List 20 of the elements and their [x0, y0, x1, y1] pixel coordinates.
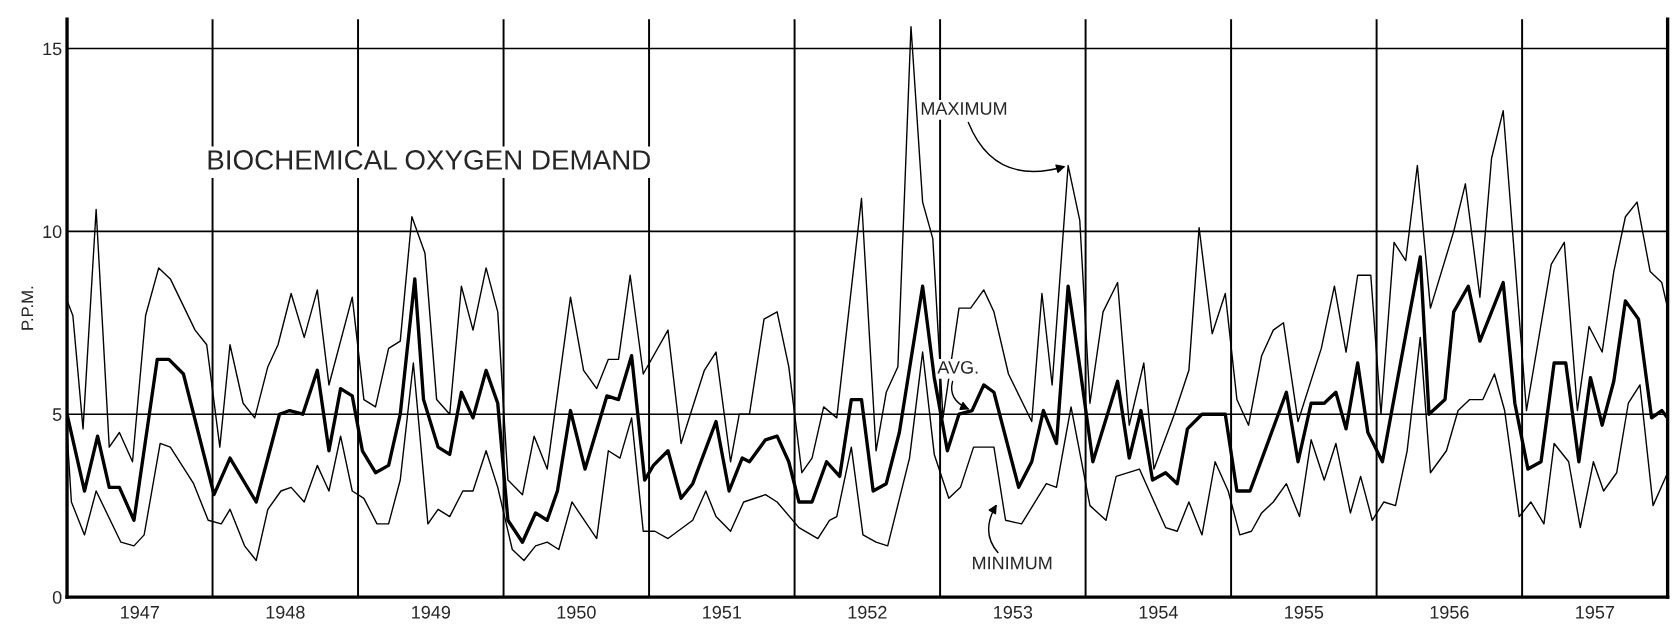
annotation: MINIMUM [973, 556, 1052, 570]
text: BIOCHEMICAL OXYGEN DEMAND [208, 150, 650, 170]
y-tick-label: 5 [52, 408, 62, 421]
x-tick-label: 1954 [1139, 605, 1178, 619]
y-axis-title: P.P.M. [21, 286, 34, 330]
x-tick-label: 1957 [1576, 605, 1615, 619]
x-tick-label: 1950 [557, 605, 596, 619]
x-tick-label: 1949 [412, 605, 451, 619]
y-tick-label: 15 [43, 42, 62, 56]
x-tick-label: 1956 [1430, 605, 1469, 619]
x-tick-label: 1952 [848, 605, 887, 619]
annotation: AVG. [937, 360, 978, 374]
x-tick-label: 1947 [121, 605, 159, 619]
x-tick-label: 1955 [1285, 605, 1324, 619]
annotation: MAXIMUM [921, 102, 1007, 115]
x-tick-label: 1953 [994, 605, 1033, 619]
x-tick-label: 1948 [266, 605, 305, 619]
y-tick-label: 10 [43, 225, 62, 239]
x-tick-label: 1951 [703, 605, 742, 619]
y-tick-label: 0 [52, 590, 62, 604]
